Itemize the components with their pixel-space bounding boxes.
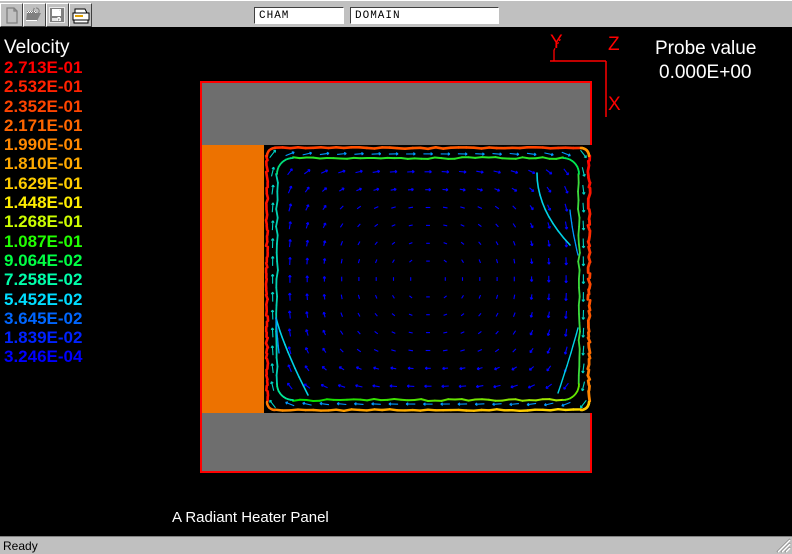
svg-text:X: X bbox=[608, 94, 621, 115]
svg-text:Z: Z bbox=[608, 34, 620, 55]
svg-text:Y: Y bbox=[550, 32, 563, 53]
